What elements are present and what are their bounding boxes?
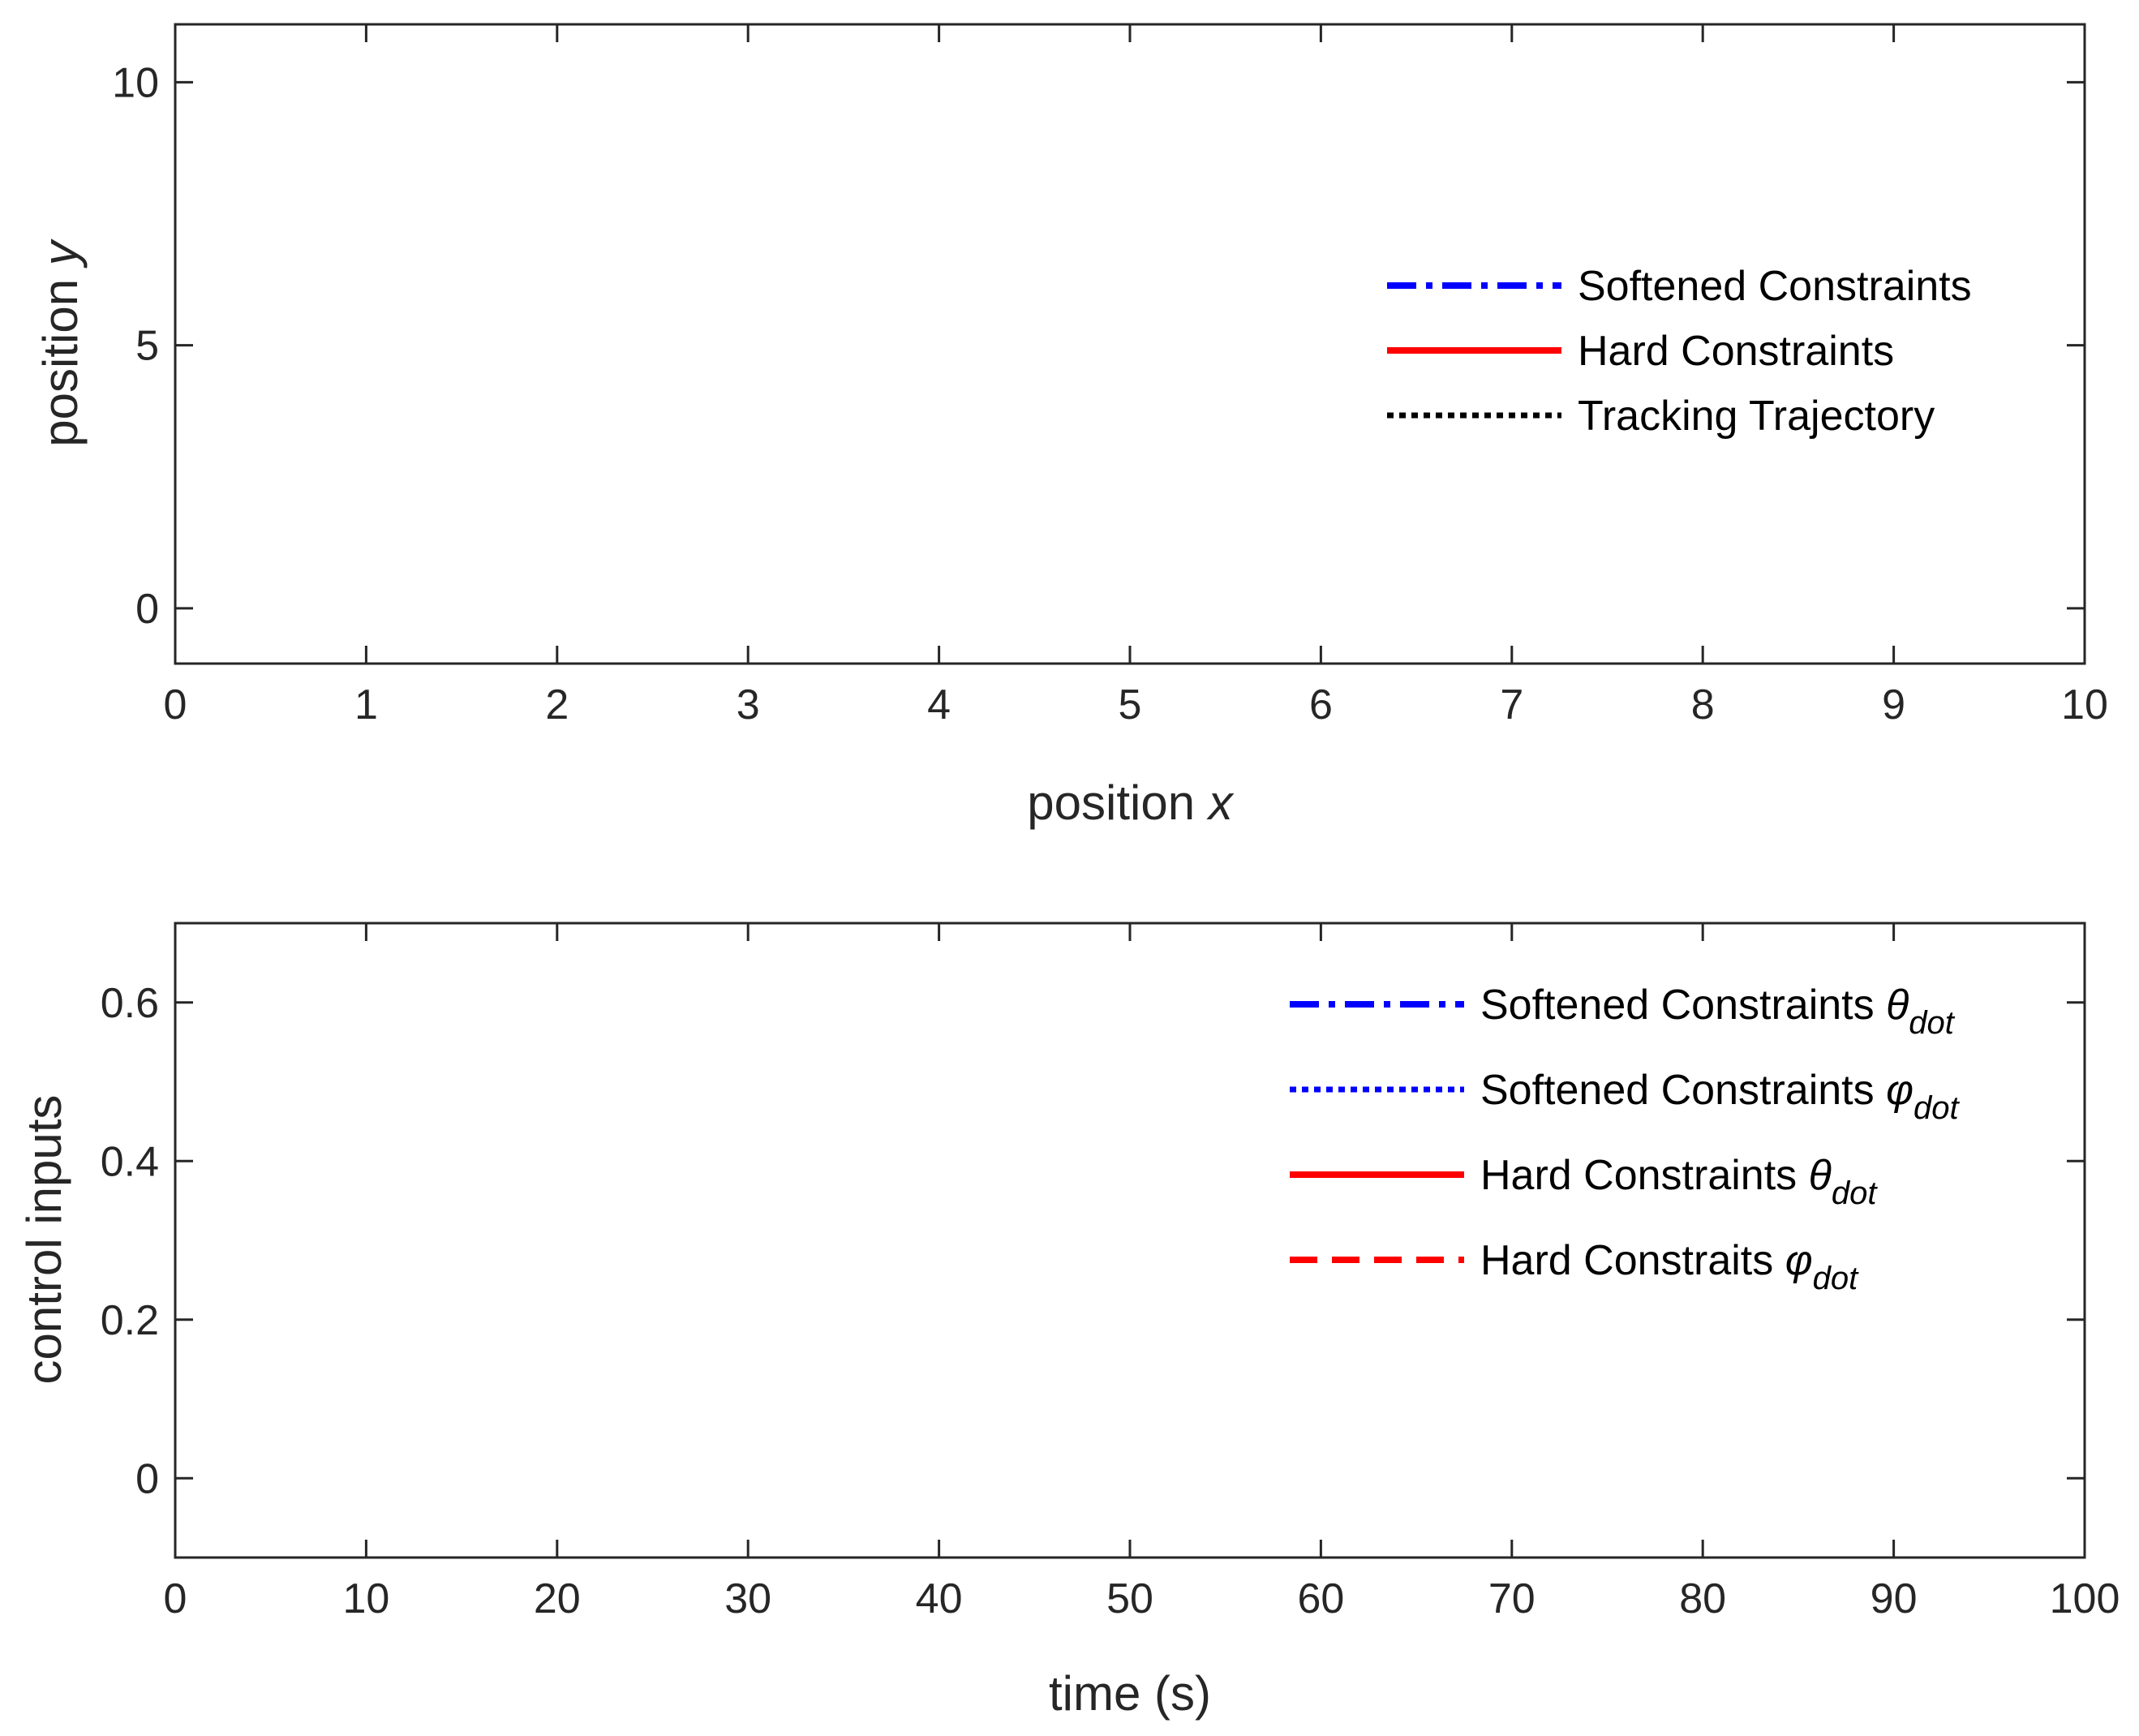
x-tick-label: 8 xyxy=(1691,681,1715,728)
y-tick-label: 0 xyxy=(135,1455,159,1502)
y-tick-label: 0 xyxy=(135,586,159,633)
x-tick-label: 5 xyxy=(1119,681,1142,728)
y-axis-label-var: y xyxy=(33,238,88,269)
x-tick-label: 2 xyxy=(545,681,569,728)
x-tick-label: 60 xyxy=(1297,1575,1344,1622)
legend-symbol: φ xyxy=(1886,1067,1914,1114)
legend-symbol: φ xyxy=(1785,1237,1813,1284)
x-tick-label: 90 xyxy=(1871,1575,1918,1622)
y-tick-label: 0.6 xyxy=(101,980,159,1027)
x-tick-label: 1 xyxy=(354,681,378,728)
x-axis-label-var: x xyxy=(1206,776,1235,830)
x-tick-label: 9 xyxy=(1882,681,1905,728)
y-axis-label-text: position xyxy=(33,279,88,447)
control-inputs-plot: 0 10 20 30 40 50 60 70 80 90 100 0 0.2 0.4 0.6 time (s)… xyxy=(17,922,2120,1721)
legend-label-3: Tracking Trajectory xyxy=(1578,393,1935,440)
legend-label-2: Softened Constraints φdot xyxy=(1480,1067,1960,1126)
x-tick-label: 30 xyxy=(724,1575,771,1622)
legend-label-1: Softened Constraints xyxy=(1578,263,1972,310)
legend-label-2: Hard Constraints xyxy=(1578,328,1894,375)
legend-label-name: Hard Constraints xyxy=(1578,328,1894,375)
y-tick-label: 5 xyxy=(135,323,159,370)
x-tick-label: 10 xyxy=(342,1575,389,1622)
legend-symbol: θ xyxy=(1809,1152,1832,1199)
legend-symbol: θ xyxy=(1886,982,1909,1029)
x-tick-label: 50 xyxy=(1106,1575,1153,1622)
x-tick-label: 70 xyxy=(1488,1575,1536,1622)
y-axis-label: control inputs xyxy=(17,1095,71,1385)
legend-label-name: Softened Constraints xyxy=(1480,1067,1875,1114)
legend: Softened Constraints Hard Constraints Trac… xyxy=(1387,263,1972,440)
legend-label-1: Softened Constraints θdot xyxy=(1480,982,1956,1041)
legend-label-name: Softened Constraints xyxy=(1480,982,1875,1029)
x-tick-label: 3 xyxy=(737,681,760,728)
y-tick-label: 10 xyxy=(112,59,159,106)
x-tick-label: 100 xyxy=(2050,1575,2120,1622)
x-tick-label: 4 xyxy=(927,681,951,728)
x-axis-label-text: time (s) xyxy=(1049,1666,1211,1721)
x-axis-label: time (s) xyxy=(1049,1666,1211,1721)
x-axis-label: position x xyxy=(1027,776,1234,830)
x-tick-label: 40 xyxy=(916,1575,963,1622)
legend-label-name: Softened Constraints xyxy=(1578,263,1972,310)
legend-label-name: Hard Constraints xyxy=(1480,1152,1797,1199)
legend-subscript: dot xyxy=(1832,1175,1878,1211)
y-axis-label: position y xyxy=(33,238,88,446)
legend-label-name: Tracking Trajectory xyxy=(1578,393,1935,440)
legend-label-name: Hard Constraits xyxy=(1480,1237,1773,1284)
x-axis-label-text: position xyxy=(1027,776,1195,830)
x-tick-label: 0 xyxy=(164,1575,187,1622)
x-tick-label: 20 xyxy=(534,1575,581,1622)
x-tick-label: 80 xyxy=(1679,1575,1726,1622)
legend-subscript: dot xyxy=(1813,1261,1859,1296)
axes-box xyxy=(174,922,2086,1559)
y-tick-label: 0.4 xyxy=(101,1138,159,1185)
y-tick-label: 0.2 xyxy=(101,1297,159,1344)
legend-subscript: dot xyxy=(1914,1090,1960,1126)
x-tick-label: 0 xyxy=(164,681,187,728)
x-tick-label: 6 xyxy=(1309,681,1333,728)
legend-subscript: dot xyxy=(1909,1005,1955,1041)
x-tick-label: 10 xyxy=(2061,681,2108,728)
y-axis-label-text: control inputs xyxy=(17,1095,71,1385)
legend-label-3: Hard Constraints θdot xyxy=(1480,1152,1878,1211)
x-tick-label: 7 xyxy=(1500,681,1523,728)
legend-label-4: Hard Constraits φdot xyxy=(1480,1237,1859,1296)
